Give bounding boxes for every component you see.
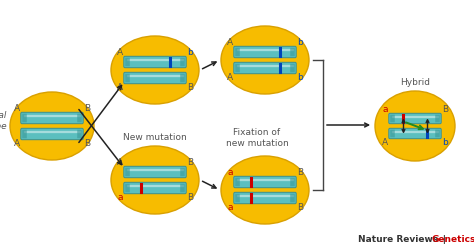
Text: A: A — [14, 139, 20, 148]
FancyBboxPatch shape — [77, 130, 82, 138]
FancyBboxPatch shape — [290, 48, 295, 56]
FancyBboxPatch shape — [234, 62, 296, 74]
Text: A: A — [117, 48, 123, 57]
Ellipse shape — [375, 91, 455, 161]
Ellipse shape — [221, 156, 309, 224]
Text: B: B — [84, 104, 90, 113]
FancyBboxPatch shape — [235, 194, 240, 202]
FancyBboxPatch shape — [124, 166, 186, 178]
Text: Nature Reviews |: Nature Reviews | — [358, 235, 450, 244]
FancyBboxPatch shape — [389, 128, 441, 139]
Text: a: a — [383, 105, 388, 114]
FancyBboxPatch shape — [180, 58, 185, 66]
Text: B: B — [187, 83, 193, 92]
Text: New mutation: New mutation — [123, 133, 187, 142]
FancyBboxPatch shape — [22, 130, 27, 138]
FancyBboxPatch shape — [77, 114, 82, 122]
Text: a: a — [228, 203, 233, 212]
Text: A: A — [117, 158, 123, 167]
Text: b: b — [442, 138, 448, 147]
FancyBboxPatch shape — [234, 176, 296, 188]
FancyBboxPatch shape — [180, 184, 185, 192]
FancyBboxPatch shape — [235, 178, 240, 186]
Text: Ancestral
genotype: Ancestral genotype — [0, 111, 7, 131]
FancyBboxPatch shape — [390, 130, 395, 137]
FancyBboxPatch shape — [124, 56, 186, 68]
Text: b: b — [187, 48, 193, 57]
Text: B: B — [187, 193, 193, 202]
Text: a: a — [228, 168, 233, 177]
FancyBboxPatch shape — [22, 114, 27, 122]
FancyBboxPatch shape — [435, 115, 440, 122]
FancyBboxPatch shape — [290, 64, 295, 72]
FancyBboxPatch shape — [290, 178, 295, 186]
FancyBboxPatch shape — [390, 115, 395, 122]
FancyBboxPatch shape — [435, 130, 440, 137]
Text: A: A — [227, 38, 233, 47]
Text: Fixation of
new mutation: Fixation of new mutation — [226, 128, 288, 148]
Text: A: A — [14, 104, 20, 113]
FancyBboxPatch shape — [234, 192, 296, 204]
Ellipse shape — [111, 36, 199, 104]
Ellipse shape — [221, 26, 309, 94]
FancyBboxPatch shape — [290, 194, 295, 202]
FancyBboxPatch shape — [389, 113, 441, 124]
Text: B: B — [297, 168, 303, 177]
FancyBboxPatch shape — [124, 182, 186, 194]
FancyBboxPatch shape — [21, 112, 83, 124]
Text: B: B — [84, 139, 90, 148]
Text: B: B — [442, 105, 448, 114]
FancyBboxPatch shape — [180, 74, 185, 82]
FancyBboxPatch shape — [125, 58, 130, 66]
Text: a: a — [118, 193, 123, 202]
Text: Genetics: Genetics — [432, 235, 474, 244]
Text: B: B — [187, 158, 193, 167]
Text: A: A — [382, 138, 388, 147]
FancyBboxPatch shape — [124, 72, 186, 84]
FancyBboxPatch shape — [180, 168, 185, 176]
Ellipse shape — [10, 92, 94, 160]
FancyBboxPatch shape — [21, 128, 83, 140]
Text: A: A — [227, 73, 233, 82]
FancyBboxPatch shape — [235, 64, 240, 72]
FancyBboxPatch shape — [125, 74, 130, 82]
Text: Hybrid: Hybrid — [400, 78, 430, 87]
Ellipse shape — [111, 146, 199, 214]
FancyBboxPatch shape — [125, 184, 130, 192]
FancyBboxPatch shape — [234, 46, 296, 58]
Text: b: b — [297, 38, 303, 47]
Text: b: b — [297, 73, 303, 82]
Text: B: B — [297, 203, 303, 212]
FancyBboxPatch shape — [125, 168, 130, 176]
Text: A: A — [117, 83, 123, 92]
FancyBboxPatch shape — [235, 48, 240, 56]
